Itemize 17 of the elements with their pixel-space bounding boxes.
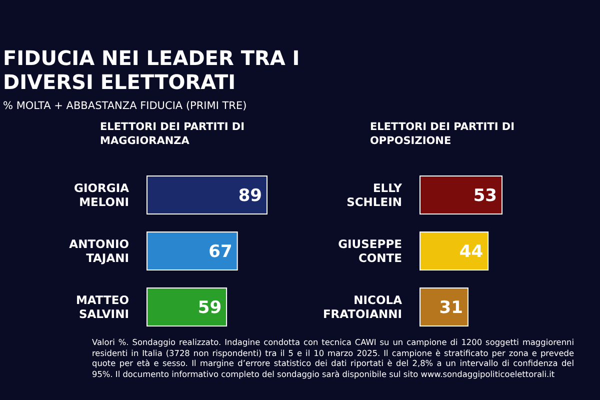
y-tick-label: ELLY SCHLEIN xyxy=(346,181,403,209)
data-label: 67 xyxy=(208,242,232,262)
y-tick-label: ANTONIO TAJANI xyxy=(69,237,130,265)
chart-title: ELETTORI DEI PARTITI DI OPPOSIZIONE xyxy=(369,120,516,148)
data-label: 59 xyxy=(198,298,222,318)
text: ELETTORI DEI PARTITI DI MAGGIORANZA xyxy=(99,120,246,148)
chart-subtitle: % MOLTA + ABBASTANZA FIDUCIA (PRIMI TRE) xyxy=(3,100,247,112)
data-label: 44 xyxy=(459,242,484,262)
data-label: 31 xyxy=(439,298,463,318)
chart-title: FIDUCIA NEI LEADER TRA I DIVERSI ELETTORATI xyxy=(3,46,301,94)
y-tick-label: GIORGIA MELONI xyxy=(74,181,130,209)
data-label: 53 xyxy=(473,186,497,206)
y-tick-label: GIUSEPPE CONTE xyxy=(338,237,402,265)
data-label: 89 xyxy=(238,186,262,206)
y-tick-label: NICOLA FRATOIANNI xyxy=(322,293,402,321)
text: Valori %. Sondaggio realizzato. Indagine condotta con tecnica CAWI su un campione di 1200 soggetti maggiorenni residenti in Italia (3728 non rispondenti) tra il 5 e il 10 marzo 2025. Il campione è stratificato per zona e prevede quote per età e sesso. Il margine d’errore statistico dei dati riportati è del 2,8% a un intervallo di confidenza del 95%. Il documento informativo completo del sondaggio sarà disponibile sul sito www.sondaggipoliticoelettorali.it xyxy=(92,337,574,379)
y-tick-label: MATTEO SALVINI xyxy=(76,293,130,321)
